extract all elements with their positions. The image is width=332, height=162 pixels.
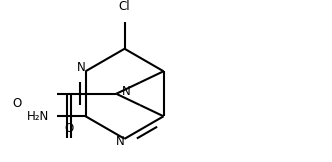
Text: N: N: [116, 135, 124, 148]
Text: N: N: [122, 85, 130, 98]
Text: O: O: [13, 97, 22, 110]
Text: Cl: Cl: [119, 0, 130, 13]
Text: H₂N: H₂N: [27, 110, 49, 123]
Text: N: N: [77, 61, 85, 74]
Text: O: O: [65, 122, 74, 135]
